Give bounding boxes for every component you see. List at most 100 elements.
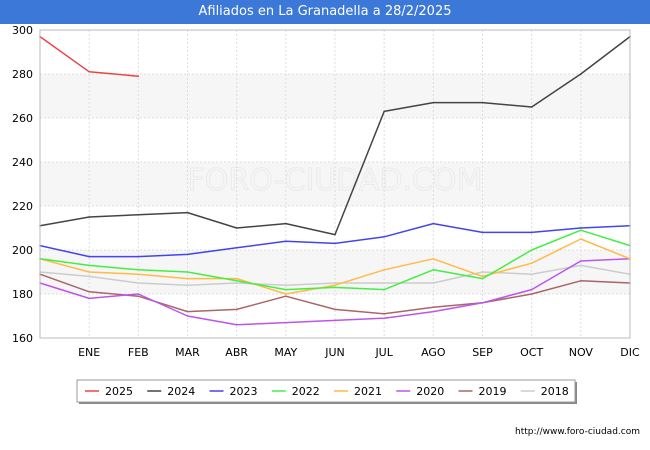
x-axis-ticks: ENE FEB MAR ABR MAY JUN JUL AGO SEP OCT NOV DIC <box>78 346 640 359</box>
footer-url[interactable]: http://www.foro-ciudad.com <box>515 427 640 437</box>
data-point-2021 <box>383 269 385 271</box>
data-point-2023 <box>530 231 533 234</box>
legend-label-2018: 2018 <box>541 385 569 398</box>
data-point-2022 <box>530 249 533 251</box>
data-point-2020 <box>334 319 336 322</box>
x-tick-label: JUL <box>374 346 393 359</box>
data-point-2019 <box>88 291 90 293</box>
data-point-2025 <box>88 71 90 73</box>
data-point-2021 <box>235 277 238 280</box>
data-point-2020 <box>530 288 533 291</box>
legend-label-2021: 2021 <box>354 385 382 398</box>
data-point-2022 <box>88 264 90 267</box>
data-point-2018 <box>334 282 336 284</box>
legend-label-2019: 2019 <box>479 385 507 398</box>
x-tick-label: SEP <box>472 346 493 359</box>
data-point-2023 <box>383 236 385 238</box>
data-point-2023 <box>481 231 484 234</box>
x-tick-label: NOV <box>569 346 594 359</box>
data-point-2022 <box>235 280 238 282</box>
data-point-2019 <box>137 295 140 298</box>
data-point-2024 <box>530 106 533 108</box>
data-point-2022 <box>432 269 435 271</box>
data-point-2020 <box>580 260 582 262</box>
data-point-2021 <box>580 238 582 240</box>
y-tick-label: 200 <box>12 244 33 257</box>
legend-box <box>76 379 576 403</box>
data-point-2022 <box>334 286 336 289</box>
data-point-2020 <box>186 315 189 317</box>
data-point-2019 <box>235 308 238 311</box>
data-point-2024 <box>383 110 385 113</box>
data-point-2018 <box>383 282 385 284</box>
data-point-2018 <box>137 282 140 284</box>
axes <box>39 29 631 339</box>
data-point-2024 <box>137 214 140 216</box>
data-point-2020 <box>383 317 385 320</box>
data-point-2019 <box>186 310 189 313</box>
y-tick-label: 220 <box>12 200 33 213</box>
data-point-2024 <box>285 222 287 225</box>
data-point-2023 <box>432 222 435 225</box>
data-point-2021 <box>137 273 140 276</box>
data-point-2021 <box>88 271 90 273</box>
title-bar: Afiliados en La Granadella a 28/2/2025 <box>0 0 650 24</box>
data-point-2019 <box>580 280 582 282</box>
watermark: FORO-CIUDAD.COM <box>187 163 483 199</box>
data-point-2024 <box>432 101 435 104</box>
data-point-2024 <box>334 233 336 236</box>
y-tick-label: 300 <box>12 24 33 37</box>
data-point-2019 <box>383 313 385 315</box>
y-tick-label: 260 <box>12 112 33 125</box>
y-tick-label: 180 <box>12 288 33 301</box>
data-point-2018 <box>481 271 484 273</box>
legend-label-2025: 2025 <box>105 385 133 398</box>
x-tick-label: ABR <box>225 346 248 359</box>
y-tick-label: 160 <box>12 332 33 345</box>
data-point-2020 <box>235 324 238 326</box>
data-point-2022 <box>481 277 484 280</box>
data-point-2025 <box>137 75 140 77</box>
data-point-2020 <box>432 310 435 313</box>
data-point-2022 <box>383 288 385 291</box>
data-point-2018 <box>285 284 287 287</box>
data-point-2022 <box>285 288 287 291</box>
data-point-2020 <box>285 321 287 324</box>
legend: 2025 2024 2023 2022 2021 2020 2019 2018 <box>76 379 577 404</box>
data-point-2024 <box>580 73 582 75</box>
data-point-2019 <box>432 306 435 309</box>
data-point-2024 <box>186 211 189 214</box>
data-point-2019 <box>285 295 287 298</box>
data-point-2024 <box>235 227 238 229</box>
data-point-2019 <box>530 293 533 295</box>
data-point-2023 <box>186 253 189 256</box>
data-point-2023 <box>285 240 287 242</box>
series-layer <box>39 35 631 326</box>
data-point-2018 <box>432 282 435 284</box>
data-point-2021 <box>334 284 336 287</box>
data-point-2019 <box>334 308 336 311</box>
plot-frame <box>39 29 631 339</box>
data-point-2022 <box>137 269 140 271</box>
x-tick-label: MAY <box>274 346 297 359</box>
data-point-2018 <box>88 275 90 278</box>
data-point-2023 <box>334 242 336 245</box>
y-tick-label: 240 <box>12 156 33 169</box>
legend-label-2022: 2022 <box>292 385 320 398</box>
data-point-2020 <box>481 302 484 304</box>
data-point-2023 <box>88 255 90 258</box>
data-point-2022 <box>580 229 582 231</box>
data-point-2024 <box>481 101 484 104</box>
data-point-2021 <box>432 258 435 260</box>
x-tick-label: JUN <box>324 346 345 359</box>
x-tick-label: ENE <box>78 346 100 359</box>
data-point-2021 <box>530 262 533 265</box>
legend-label-2020: 2020 <box>416 385 444 398</box>
data-point-2024 <box>88 216 90 218</box>
x-tick-label: AGO <box>421 346 446 359</box>
data-point-2021 <box>285 293 287 295</box>
legend-label-2023: 2023 <box>230 385 258 398</box>
x-tick-label: MAR <box>175 346 200 359</box>
x-tick-label: FEB <box>128 346 149 359</box>
